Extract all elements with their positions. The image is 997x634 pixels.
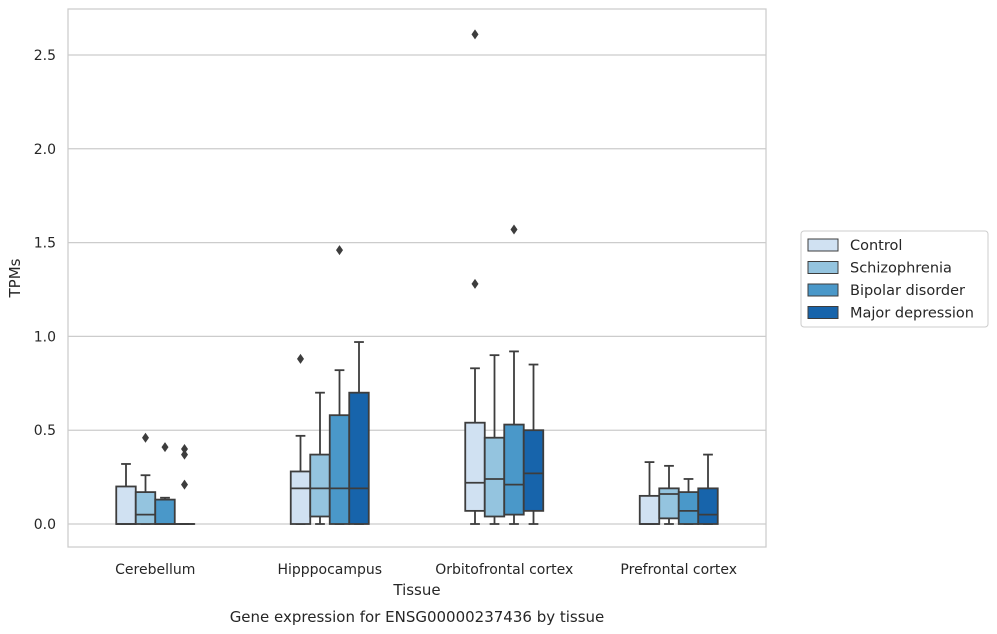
legend-label: Schizophrenia: [850, 261, 952, 277]
y-tick-label: 1.5: [34, 236, 56, 252]
chart-title: Gene expression for ENSG00000237436 by t…: [230, 608, 605, 626]
legend-swatch: [807, 238, 839, 252]
box-body: [677, 491, 700, 525]
x-axis-ticks: Cerebellum Hipppocampus Orbitofrontal cort…: [115, 562, 737, 578]
y-axis-ticks: 0.0 0.5 1.0 1.5 2.0 2.5: [34, 48, 56, 533]
x-tick-label: Hipppocampus: [277, 562, 382, 578]
outlier-point: [510, 224, 518, 235]
box-body: [503, 423, 525, 516]
x-tick-label: Cerebellum: [115, 562, 195, 578]
y-tick-label: 0.5: [34, 423, 56, 439]
outlier-point: [181, 443, 188, 454]
box-control: [289, 353, 312, 525]
y-tick-label: 2.0: [34, 142, 56, 158]
box-body: [348, 391, 370, 525]
y-tick-label: 2.5: [34, 48, 56, 64]
box-body: [522, 429, 545, 512]
box-body: [483, 436, 506, 518]
box-body: [309, 453, 331, 518]
gridlines: [68, 54, 766, 525]
box-body: [658, 487, 680, 520]
box-body: [115, 485, 137, 525]
box-body: [289, 470, 312, 525]
box-bipolar-disorder: [677, 478, 700, 525]
box-schizophrenia: [483, 354, 506, 525]
box-major-depression: [522, 363, 545, 525]
box-control: [115, 463, 137, 525]
x-axis-label: Tissue: [392, 581, 440, 599]
box-body: [328, 414, 351, 525]
box-major-depression: [173, 443, 196, 525]
legend-label: Bipolar disorder: [850, 283, 965, 299]
outlier-point: [336, 245, 343, 256]
box-schizophrenia: [658, 464, 680, 525]
box-body: [134, 491, 157, 525]
legend-label: Control: [850, 238, 902, 254]
outlier-point: [181, 479, 188, 490]
box-body: [464, 421, 486, 512]
y-tick-label: 0.0: [34, 517, 56, 533]
y-tick-label: 1.0: [34, 329, 56, 345]
box-bipolar-disorder: [503, 224, 525, 525]
box-body: [638, 494, 661, 525]
box-schizophrenia: [134, 432, 157, 525]
legend-swatch: [807, 283, 839, 297]
outlier-point: [471, 278, 479, 289]
box-body: [697, 487, 719, 525]
box-bipolar-disorder: [328, 245, 351, 525]
plot-frame: [67, 8, 767, 548]
y-axis-label: TPMs: [6, 258, 24, 298]
box-groups: [115, 29, 719, 525]
box-control: [464, 29, 486, 525]
legend-label: Major depression: [850, 306, 974, 322]
outlier-point: [181, 449, 188, 460]
box-body: [154, 498, 176, 525]
outlier-point: [297, 353, 304, 364]
box-schizophrenia: [309, 391, 331, 525]
outlier-point: [142, 432, 149, 443]
box-major-depression: [348, 341, 370, 525]
legend: Control Schizophrenia Bipolar disorder Majo…: [800, 230, 989, 328]
legend-swatch: [807, 306, 839, 319]
box-bipolar-disorder: [154, 442, 176, 525]
outlier-point: [471, 29, 479, 40]
box-major-depression: [697, 453, 719, 525]
box-control: [638, 461, 661, 525]
x-tick-label: Orbitofrontal cortex: [435, 562, 573, 578]
legend-swatch: [807, 261, 839, 274]
outlier-point: [161, 442, 169, 453]
x-tick-label: Prefrontal cortex: [620, 562, 737, 578]
legend-frame: [800, 230, 989, 328]
